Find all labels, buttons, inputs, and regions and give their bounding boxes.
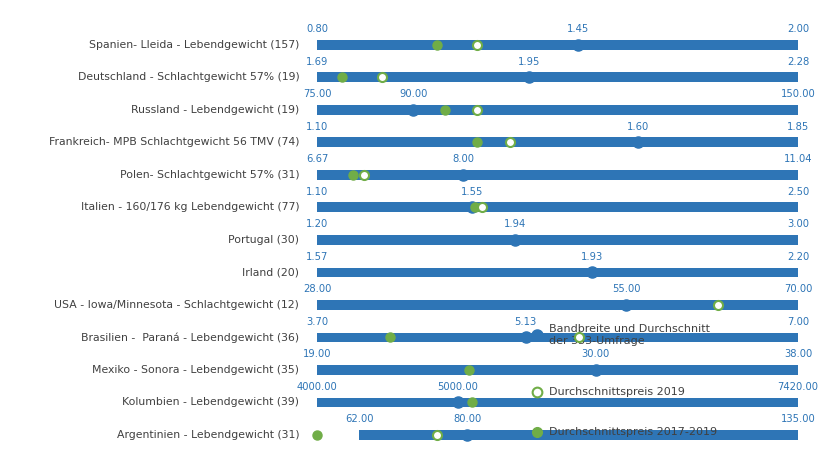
Text: 1.10: 1.10: [305, 187, 328, 197]
Text: Italien - 160/176 kg Lebendgewicht (77): Italien - 160/176 kg Lebendgewicht (77): [80, 202, 299, 212]
Text: 7.00: 7.00: [786, 317, 808, 327]
Text: 2.28: 2.28: [786, 57, 808, 66]
Text: 62.00: 62.00: [345, 414, 373, 425]
Text: 1.85: 1.85: [786, 122, 808, 132]
Text: 3.00: 3.00: [786, 219, 808, 229]
Text: 1.45: 1.45: [566, 24, 588, 34]
Text: 5.13: 5.13: [514, 317, 536, 327]
Text: 3.70: 3.70: [305, 317, 328, 327]
Text: Irland (20): Irland (20): [242, 267, 299, 277]
Bar: [359, 430, 797, 440]
Text: 80.00: 80.00: [453, 414, 481, 425]
Text: 4000.00: 4000.00: [296, 382, 337, 392]
Text: Spanien- Lleida - Lebendgewicht (157): Spanien- Lleida - Lebendgewicht (157): [88, 40, 299, 50]
Text: 1.20: 1.20: [305, 219, 328, 229]
Bar: [317, 235, 797, 245]
Text: Frankreich- MPB Schlachtgewicht 56 TMV (74): Frankreich- MPB Schlachtgewicht 56 TMV (…: [49, 137, 299, 147]
Text: Bandbreite und Durchschnitt
der 333-Umfrage: Bandbreite und Durchschnitt der 333-Umfr…: [549, 324, 709, 346]
Text: 1.93: 1.93: [580, 252, 602, 262]
Text: 30.00: 30.00: [581, 350, 609, 360]
Text: 28.00: 28.00: [302, 285, 331, 294]
Text: 70.00: 70.00: [783, 285, 812, 294]
Text: 1.94: 1.94: [503, 219, 525, 229]
Text: 38.00: 38.00: [783, 350, 811, 360]
Bar: [317, 300, 797, 310]
Text: 2.00: 2.00: [786, 24, 808, 34]
Bar: [317, 267, 797, 277]
Text: 1.69: 1.69: [305, 57, 328, 66]
Bar: [317, 202, 797, 212]
Text: Kolumbien - Lebendgewicht (39): Kolumbien - Lebendgewicht (39): [122, 398, 299, 408]
Text: Russland - Lebendgewicht (19): Russland - Lebendgewicht (19): [131, 105, 299, 115]
Bar: [317, 332, 797, 342]
Text: Deutschland - Schlachtgewicht 57% (19): Deutschland - Schlachtgewicht 57% (19): [78, 72, 299, 82]
Text: 75.00: 75.00: [302, 89, 331, 99]
Text: 1.60: 1.60: [626, 122, 648, 132]
Text: 1.55: 1.55: [460, 187, 482, 197]
Text: Brasilien -  Paraná - Lebendgewicht (36): Brasilien - Paraná - Lebendgewicht (36): [81, 332, 299, 342]
Text: USA - Iowa/Minnesota - Schlachtgewicht (12): USA - Iowa/Minnesota - Schlachtgewicht (…: [54, 300, 299, 310]
Text: 135.00: 135.00: [780, 414, 814, 425]
Text: 1.95: 1.95: [518, 57, 540, 66]
Bar: [317, 40, 797, 50]
Text: 150.00: 150.00: [780, 89, 814, 99]
Text: Durchschnittspreis 2017-2019: Durchschnittspreis 2017-2019: [549, 427, 717, 437]
Text: 90.00: 90.00: [399, 89, 427, 99]
Text: 2.50: 2.50: [786, 187, 808, 197]
Text: 1.10: 1.10: [305, 122, 328, 132]
Bar: [317, 170, 797, 180]
Text: 8.00: 8.00: [452, 154, 474, 164]
Text: 0.80: 0.80: [305, 24, 328, 34]
Text: 6.67: 6.67: [305, 154, 328, 164]
Text: 19.00: 19.00: [302, 350, 331, 360]
Text: 11.04: 11.04: [783, 154, 812, 164]
Bar: [317, 137, 797, 147]
Text: Argentinien - Lebendgewicht (31): Argentinien - Lebendgewicht (31): [116, 430, 299, 440]
Text: 7420.00: 7420.00: [776, 382, 817, 392]
Bar: [317, 72, 797, 82]
Text: 55.00: 55.00: [611, 285, 640, 294]
Text: 1.57: 1.57: [305, 252, 328, 262]
Text: Portugal (30): Portugal (30): [228, 235, 299, 245]
Text: Polen- Schlachtgewicht 57% (31): Polen- Schlachtgewicht 57% (31): [120, 170, 299, 180]
Text: Mexiko - Sonora - Lebendgewicht (35): Mexiko - Sonora - Lebendgewicht (35): [93, 365, 299, 375]
Bar: [317, 105, 797, 114]
Text: 2.20: 2.20: [786, 252, 808, 262]
Bar: [317, 398, 797, 408]
Text: 5000.00: 5000.00: [437, 382, 477, 392]
Text: Durchschnittspreis 2019: Durchschnittspreis 2019: [549, 387, 685, 397]
Bar: [317, 365, 797, 375]
